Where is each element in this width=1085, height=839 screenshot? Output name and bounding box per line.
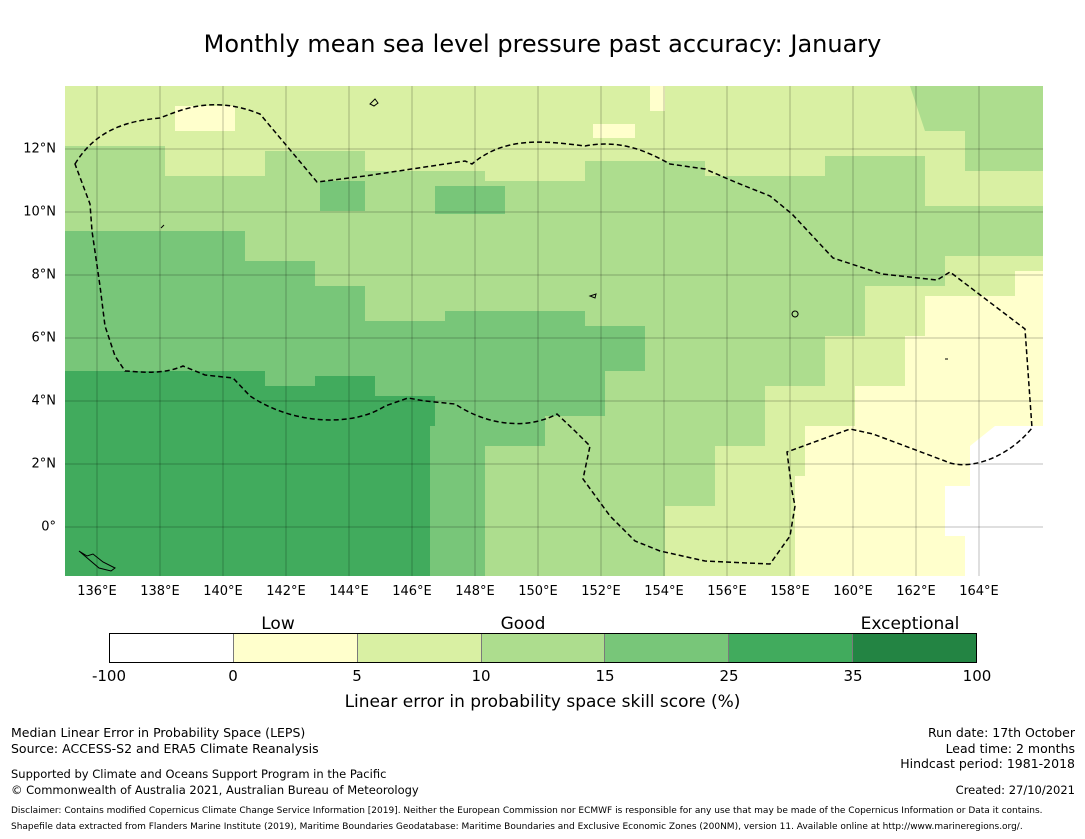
- lon-label: 158°E: [770, 584, 810, 599]
- colorbar-segment: [357, 634, 482, 662]
- shapefile-credit: Shapefile data extracted from Flanders M…: [11, 822, 1023, 832]
- disclaimer: Disclaimer: Contains modified Copernicus…: [11, 806, 1043, 816]
- region-low-patch-1: [175, 106, 235, 131]
- lon-label: 148°E: [455, 584, 495, 599]
- colorbar-segment: [110, 634, 234, 662]
- lon-label: 154°E: [644, 584, 684, 599]
- lon-label: 164°E: [959, 584, 999, 599]
- lat-label: 10°N: [23, 204, 56, 220]
- lon-label: 138°E: [140, 584, 180, 599]
- lon-label: 150°E: [518, 584, 558, 599]
- footer-support: Supported by Climate and Oceans Support …: [11, 767, 387, 781]
- hindcast-period: Hindcast period: 1981-2018: [900, 756, 1075, 771]
- colorbar-segment: [729, 634, 854, 662]
- lon-label: 160°E: [833, 584, 873, 599]
- region-white-east: [945, 426, 1043, 576]
- colorbar-tick: 10: [471, 667, 491, 685]
- lat-label: 0°: [41, 519, 56, 535]
- run-date: Run date: 17th October: [927, 725, 1075, 740]
- region-low-north: [65, 86, 1043, 206]
- colorbar-category-exceptional: Exceptional: [860, 614, 960, 634]
- colorbar-segment: [853, 634, 977, 662]
- colorbar-tick: 35: [843, 667, 863, 685]
- footer-copyright: © Commonwealth of Australia 2021, Austra…: [11, 783, 419, 797]
- lat-label: 6°N: [31, 330, 57, 346]
- colorbar-segment: [605, 634, 730, 662]
- gridlines: [65, 86, 1043, 576]
- colorbar-tick: 0: [228, 667, 238, 685]
- footer-source: Source: ACCESS-S2 and ERA5 Climate Reana…: [11, 741, 319, 756]
- lon-label: 144°E: [329, 584, 369, 599]
- colorbar-segment: [233, 634, 358, 662]
- colorbar-tick: 25: [719, 667, 739, 685]
- lon-label: 156°E: [707, 584, 747, 599]
- lon-label: 142°E: [266, 584, 306, 599]
- region-good-north-strip: [320, 181, 505, 214]
- lon-label: 140°E: [203, 584, 243, 599]
- lon-label: 162°E: [896, 584, 936, 599]
- eez-boundary: [74, 103, 1033, 565]
- region-good-northeast: [910, 86, 1043, 171]
- colorbar-category-low: Low: [261, 614, 295, 634]
- islands: [78, 98, 948, 572]
- colorbar: [109, 633, 977, 663]
- lat-label: 12°N: [23, 141, 56, 157]
- colorbar-tick: -100: [91, 667, 127, 685]
- colorbar-category-good: Good: [500, 614, 546, 634]
- region-low-patch-3: [650, 86, 665, 111]
- colorbar-title: Linear error in probability space skill …: [344, 692, 741, 712]
- lon-label: 136°E: [77, 584, 117, 599]
- lon-label: 152°E: [581, 584, 621, 599]
- lat-label: 2°N: [31, 456, 57, 472]
- colorbar-tick: 100: [962, 667, 992, 685]
- colorbar-tick: 5: [352, 667, 362, 685]
- colorbar-tick: 15: [595, 667, 615, 685]
- created-date: Created: 27/10/2021: [955, 783, 1075, 797]
- chart-title: Monthly mean sea level pressure past acc…: [203, 30, 882, 58]
- footer-method: Median Linear Error in Probability Space…: [11, 725, 306, 740]
- lat-label: 4°N: [31, 393, 57, 409]
- lead-time: Lead time: 2 months: [945, 741, 1075, 756]
- region-strong-southwest: [65, 371, 435, 576]
- colorbar-segment: [481, 634, 606, 662]
- lat-label: 8°N: [31, 267, 57, 283]
- region-low-patch-2: [593, 124, 635, 138]
- lon-label: 146°E: [392, 584, 432, 599]
- skill-score-map: [65, 86, 1043, 576]
